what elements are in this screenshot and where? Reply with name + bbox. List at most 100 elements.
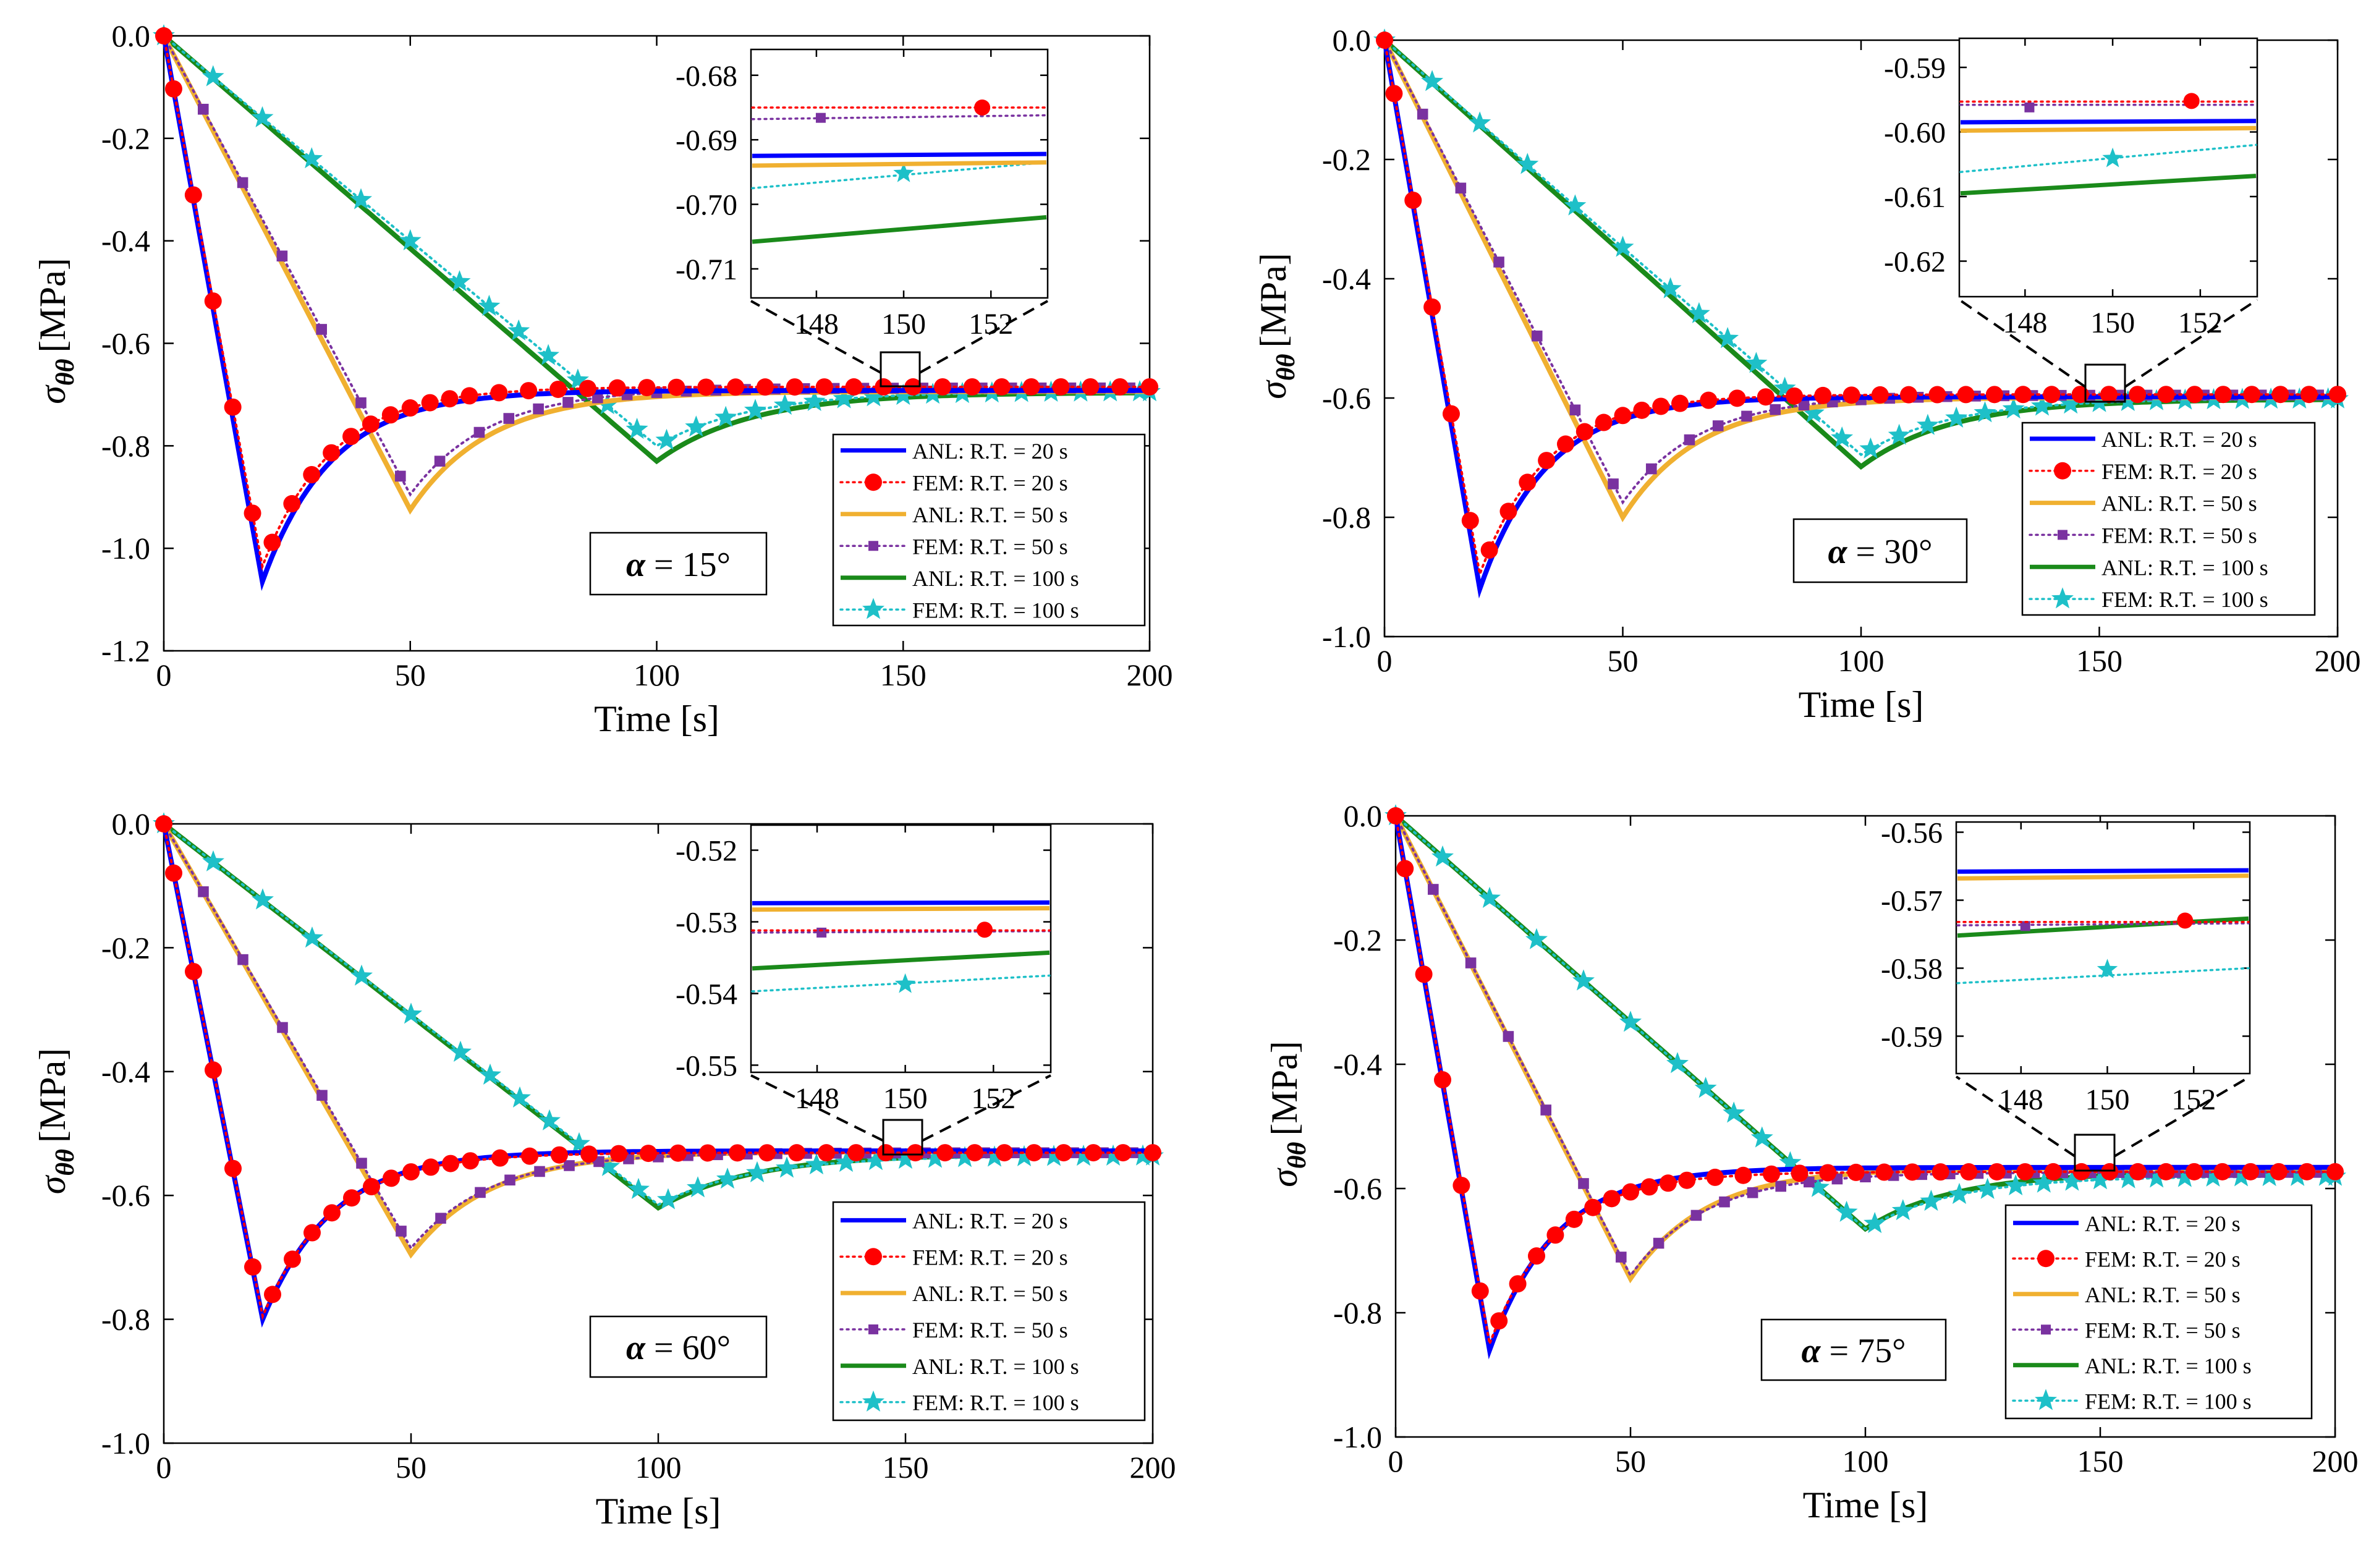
- series-marker-1: [1499, 502, 1517, 520]
- series-marker-3: [1465, 957, 1477, 968]
- zoom-connector: [1958, 299, 2087, 388]
- series-marker-5: [2145, 1166, 2168, 1188]
- series-marker-3: [435, 1213, 446, 1224]
- y-tick-label: -0.4: [1322, 261, 1371, 296]
- series-marker-1: [2157, 386, 2175, 404]
- inset-series-line-2: [1960, 125, 2257, 133]
- series-marker-3: [1455, 182, 1467, 194]
- series-marker-1: [786, 378, 804, 396]
- x-tick-label: 150: [2077, 1444, 2124, 1478]
- legend-frame: [2004, 1204, 2313, 1420]
- y-tick-label: -0.2: [1322, 142, 1371, 177]
- series-marker-1: [1706, 1168, 1724, 1186]
- legend-frame: [2021, 422, 2316, 616]
- inset-y-tick-label: -0.68: [676, 60, 737, 93]
- y-tick-label: -0.6: [1322, 381, 1371, 415]
- series-marker-1: [1757, 388, 1775, 406]
- series-marker-1: [1575, 423, 1593, 441]
- series-marker-5: [1516, 153, 1539, 174]
- series-marker-1: [1404, 192, 1422, 210]
- series-marker-1: [668, 378, 685, 396]
- legend-entry: ANL: R.T. = 20 s: [2030, 427, 2257, 452]
- series-marker-1: [1928, 386, 1946, 404]
- legend-entry: FEM: R.T. = 20 s: [839, 1245, 1068, 1269]
- series-marker-5: [478, 294, 501, 316]
- series-marker-5: [350, 188, 372, 210]
- inset-y-tick-label: -0.69: [676, 124, 737, 157]
- series-marker-1: [729, 1144, 746, 1162]
- x-tick-label: 150: [883, 1450, 929, 1485]
- series-marker-1: [1652, 397, 1670, 415]
- series-marker-3: [504, 1174, 515, 1186]
- series-marker-1: [224, 398, 242, 416]
- x-tick-label: 100: [635, 1450, 682, 1485]
- series-marker-1: [2300, 386, 2318, 404]
- legend-marker: [2041, 1324, 2051, 1335]
- legend: ANL: R.T. = 20 s FEM: R.T. = 20 s ANL: R.T…: [2004, 1204, 2313, 1420]
- series-marker-1: [1022, 378, 1040, 396]
- series-marker-1: [1819, 1164, 1837, 1182]
- series-marker-5: [2173, 1166, 2196, 1187]
- series-marker-3: [1770, 404, 1781, 415]
- series-marker-3: [1569, 404, 1581, 416]
- y-tick-label: -0.4: [101, 1054, 150, 1089]
- inset-series-marker-1: [974, 99, 991, 116]
- series-marker-5: [716, 1168, 739, 1189]
- series-marker-5: [2089, 1168, 2111, 1190]
- series-marker-1: [401, 399, 419, 417]
- series-marker-1: [521, 1147, 538, 1165]
- series-marker-5: [1687, 302, 1710, 323]
- x-tick-label: 100: [1838, 643, 1885, 678]
- series-marker-5: [983, 1145, 1006, 1167]
- series-marker-5: [1611, 235, 1634, 257]
- legend-marker: [868, 1324, 878, 1334]
- inset-series-marker-3: [2024, 102, 2035, 112]
- inset-series-marker-5: [894, 973, 916, 993]
- x-axis-label: Time [s]: [596, 1491, 721, 1532]
- series-marker-1: [1565, 1210, 1583, 1228]
- series-marker-1: [381, 406, 399, 424]
- inset-y-tick-label: -0.60: [1884, 117, 1946, 150]
- legend-label: ANL: R.T. = 50 s: [912, 1281, 1068, 1306]
- series-marker-1: [727, 378, 745, 396]
- legend-label: ANL: R.T. = 100 s: [2101, 555, 2268, 580]
- legend: ANL: R.T. = 20 s FEM: R.T. = 20 s ANL: R.T…: [2021, 422, 2316, 616]
- inset-y-tick-label: -0.59: [1881, 1021, 1943, 1054]
- series-marker-3: [1798, 399, 1810, 411]
- y-tick-label: -1.0: [1333, 1420, 1382, 1454]
- series-marker-5: [1807, 1176, 1830, 1197]
- series-marker-3: [316, 324, 327, 335]
- x-tick-label: 0: [156, 658, 172, 692]
- series-marker-5: [715, 405, 737, 427]
- series-marker-1: [758, 1144, 776, 1162]
- series-marker-1: [1659, 1174, 1677, 1192]
- inset-series-line-3: [751, 114, 1048, 121]
- inset-x-tick-label: 148: [1999, 1083, 2043, 1116]
- series-marker-5: [251, 106, 274, 127]
- inset-y-tick-label: -0.52: [676, 835, 737, 868]
- y-axis-unit: [MPa]: [32, 1048, 73, 1143]
- series-marker-3: [1616, 1252, 1627, 1263]
- series-marker-1: [1144, 1144, 1161, 1162]
- series-marker-5: [1831, 426, 1854, 448]
- legend-label: FEM: R.T. = 100 s: [912, 1391, 1079, 1415]
- zoom-box: [2074, 1134, 2116, 1172]
- series-marker-1: [996, 1144, 1013, 1162]
- series-marker-5: [2258, 1164, 2281, 1187]
- series-marker-1: [907, 1144, 924, 1162]
- legend-marker: [2058, 530, 2067, 540]
- series-marker-1: [462, 1152, 479, 1170]
- alpha-value: = 75°: [1821, 1332, 1906, 1370]
- series-marker-5: [300, 147, 323, 169]
- series-marker-1: [343, 1189, 360, 1207]
- legend-label: FEM: R.T. = 50 s: [912, 1318, 1068, 1342]
- series-marker-1: [402, 1163, 420, 1181]
- legend-label: ANL: R.T. = 50 s: [2085, 1282, 2241, 1307]
- chart-panel-bottom-left: 0 50 100 150 200 0.0 -0.2 -0.4 -0.6 -0.8 -1.0 Time …: [32, 807, 1176, 1532]
- series-marker-1: [244, 504, 261, 522]
- series-marker-1: [1509, 1275, 1527, 1293]
- legend-entry: ANL: R.T. = 100 s: [841, 1354, 1079, 1379]
- series-marker-1: [460, 387, 478, 405]
- y-axis-subscript: θθ: [1283, 1142, 1312, 1169]
- series-marker-3: [198, 103, 209, 115]
